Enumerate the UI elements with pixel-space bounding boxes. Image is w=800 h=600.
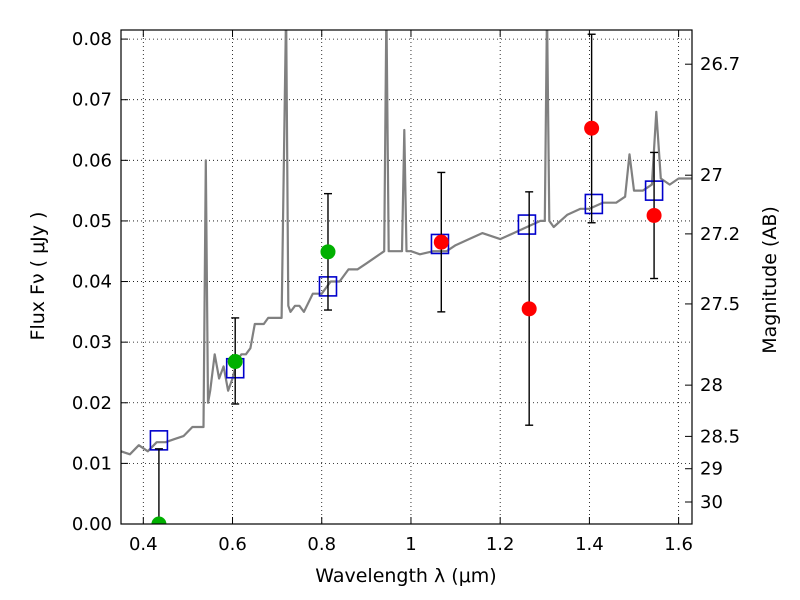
y-tick-label: 0.06 xyxy=(72,150,112,171)
green-data-point xyxy=(320,244,336,260)
plot-frame xyxy=(120,29,693,525)
y-axis-label: Flux Fν ( μJy ) xyxy=(27,212,49,341)
y2-axis-label: Magnitude (AB) xyxy=(759,206,781,354)
x-tick-label: 0.4 xyxy=(129,534,158,555)
y-tick-label: 0.01 xyxy=(72,453,112,474)
green-data-point xyxy=(227,354,243,370)
y-tick-label: 0.08 xyxy=(72,29,112,50)
model-square-marker xyxy=(584,193,604,215)
x-tick-label: 1.6 xyxy=(664,534,693,555)
y-tick-label: 0.05 xyxy=(72,211,112,232)
tick-labels: 0.4 0.6 0.8 1 1.2 1.4 1.6 0.00 0.01 0.02 0.03 0.04 0… xyxy=(72,29,740,555)
y2-tick-label: 26.7 xyxy=(700,54,740,75)
x-tick-label: 0.8 xyxy=(307,534,336,555)
series-layer xyxy=(121,30,692,524)
x-tick-label: 1 xyxy=(405,534,416,555)
y-tick-label: 0.04 xyxy=(72,272,112,293)
y-tick-label: 0.02 xyxy=(72,393,112,414)
y2-tick-label: 27 xyxy=(700,165,723,186)
y-tick-label: 0.00 xyxy=(72,514,112,535)
red-data-point xyxy=(584,120,600,136)
x-tick-label: 1.4 xyxy=(575,534,604,555)
green-data-point xyxy=(151,516,167,524)
red-data-point xyxy=(646,207,662,223)
y2-tick-label: 30 xyxy=(700,492,723,513)
model-square-marker xyxy=(517,214,537,235)
y2-tick-label: 28.5 xyxy=(700,426,740,447)
tick-marks xyxy=(121,30,692,525)
y-tick-label: 0.03 xyxy=(72,332,112,353)
y2-tick-label: 27.2 xyxy=(700,224,740,245)
spectrum-line xyxy=(121,30,692,456)
plot-background xyxy=(121,30,692,524)
red-data-point xyxy=(433,234,449,250)
y2-tick-label: 28 xyxy=(700,375,723,396)
y-tick-label: 0.07 xyxy=(72,90,112,111)
red-data-point xyxy=(521,301,537,317)
x-tick-label: 1.2 xyxy=(486,534,515,555)
x-axis-label: Wavelength λ (μm) xyxy=(315,565,496,587)
x-tick-label: 0.6 xyxy=(218,534,247,555)
y2-tick-label: 27.5 xyxy=(700,294,740,315)
y2-tick-label: 29 xyxy=(700,459,723,480)
